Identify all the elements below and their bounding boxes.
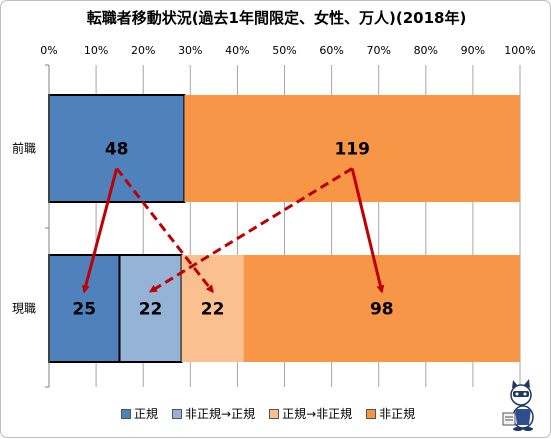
flow-arrows	[81, 167, 385, 294]
legend-label: 非正規	[379, 407, 416, 421]
bars	[48, 94, 520, 363]
category-label: 現職	[12, 302, 36, 316]
legend-item: 非正規→正規	[172, 405, 255, 422]
x-tick-label: 0%	[40, 44, 57, 57]
bar-segment	[184, 95, 520, 202]
legend-label: 正規→非正規	[282, 407, 353, 421]
category-label: 前職	[12, 141, 36, 156]
legend-swatch	[269, 408, 280, 419]
bar-segment	[181, 255, 244, 362]
chart-title: 転職者移動状況(過去1年間限定、女性、万人)(2018年)	[86, 9, 467, 27]
legend-swatch	[366, 408, 377, 419]
flow-arrow	[350, 168, 385, 294]
x-tick-label: 40%	[225, 44, 249, 57]
data-label: 119	[334, 140, 370, 160]
data-labels: 48 119 25 22 22 98	[72, 140, 393, 320]
x-tick-label: 100%	[504, 44, 535, 57]
data-label: 22	[139, 300, 163, 320]
x-tick-label: 50%	[272, 44, 296, 57]
flow-arrow	[115, 167, 214, 294]
data-label: 25	[72, 300, 96, 320]
x-tick-label: 70%	[366, 44, 390, 57]
x-tick-label: 80%	[414, 44, 438, 57]
x-tick-label: 20%	[131, 44, 155, 57]
data-label: 22	[201, 300, 225, 320]
legend-item: 正規	[121, 405, 158, 422]
x-tick-label: 30%	[178, 44, 202, 57]
data-label: 98	[370, 300, 394, 320]
legend-swatch	[172, 408, 183, 419]
flow-arrow	[148, 167, 353, 293]
legend-item: 非正規	[366, 405, 415, 422]
bar-segment	[243, 255, 520, 362]
bar-segment	[48, 94, 186, 203]
legend-item: 正規→非正規	[269, 405, 352, 422]
flow-arrow	[81, 168, 119, 294]
x-tick-label: 10%	[84, 44, 108, 57]
legend-swatch	[121, 408, 131, 419]
bar-segment	[118, 254, 183, 363]
legend-label: 非正規→正規	[185, 407, 256, 421]
data-label: 48	[105, 140, 129, 160]
x-tick-label: 60%	[319, 44, 343, 57]
legend-label: 正規	[134, 407, 159, 421]
legend: 正規 非正規→正規 正規→非正規 非正規	[121, 405, 415, 422]
mascot-cat-icon	[502, 379, 534, 431]
x-tick-label: 90%	[461, 44, 485, 57]
